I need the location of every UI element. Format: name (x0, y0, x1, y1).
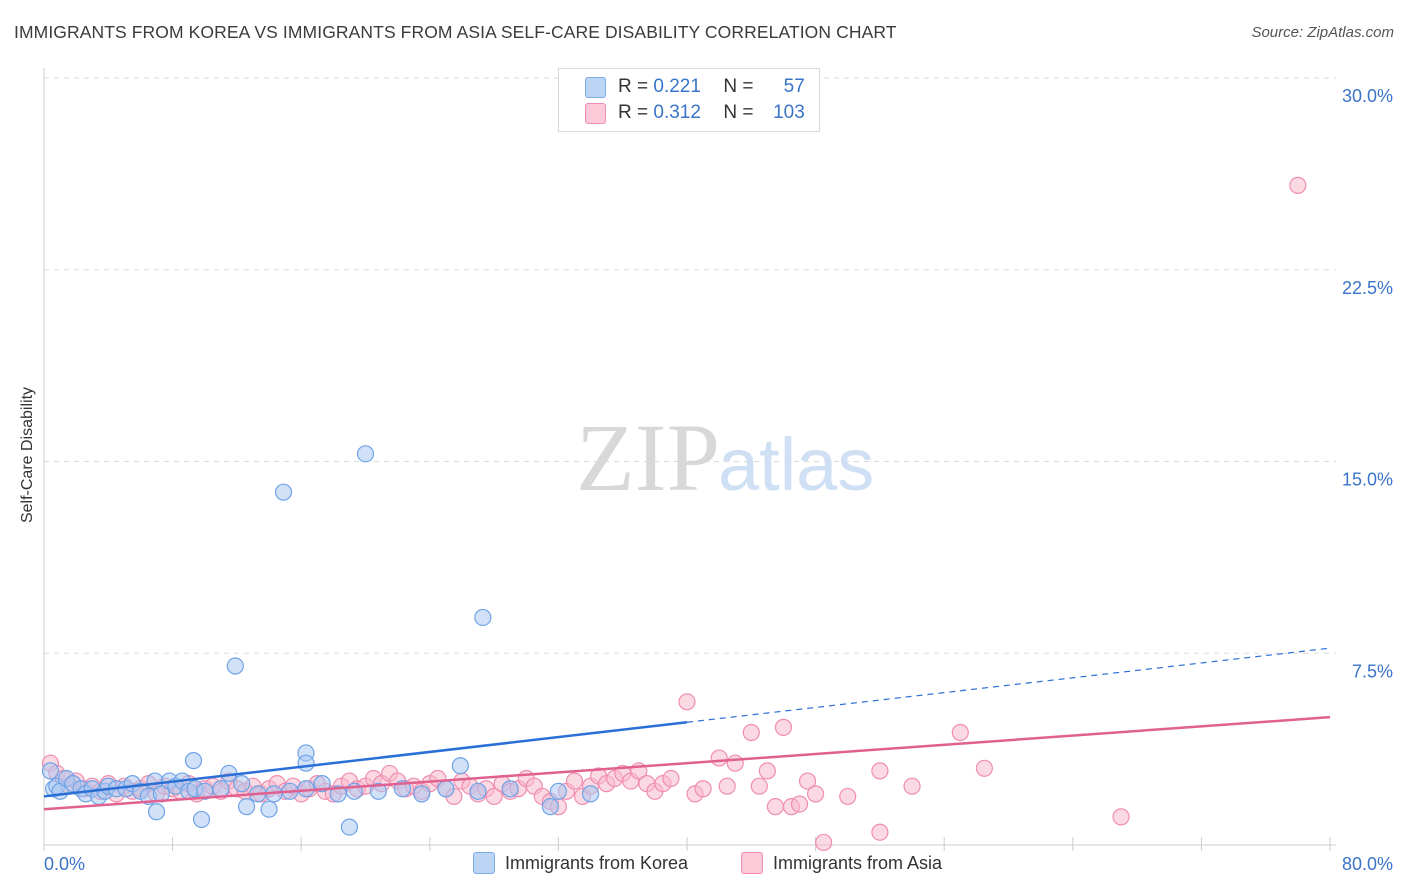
legend-r-label: R = (618, 102, 649, 123)
x-tick-labels: 0.0% 80.0% (44, 854, 1393, 874)
asia-point (694, 780, 712, 798)
asia-point (798, 772, 817, 790)
asia-points (41, 176, 1307, 852)
watermark-zip: ZIP (576, 404, 720, 511)
asia-point (815, 833, 833, 852)
series-swatch-asia (741, 852, 763, 874)
korea-point (184, 752, 203, 770)
asia-point (806, 785, 825, 803)
korea-point (469, 782, 487, 800)
korea-point (581, 785, 600, 803)
stats-legend: R = 0.221 N = 57 R = 0.312 N = 103 (558, 68, 820, 132)
chart-title: IMMIGRANTS FROM KOREA VS IMMIGRANTS FROM… (14, 22, 897, 42)
korea-point (41, 762, 60, 780)
asia-point (1289, 176, 1307, 194)
korea-point (226, 657, 244, 675)
korea-point (147, 803, 166, 821)
legend-n-value: 57 (783, 76, 805, 97)
korea-point (541, 798, 559, 816)
korea-point (501, 780, 519, 798)
korea-point (297, 754, 315, 772)
legend-r-label: R = (618, 76, 649, 97)
y-tick-label: 15.0% (1342, 470, 1393, 490)
legend-n-label: N = (723, 102, 754, 123)
korea-point (413, 785, 431, 803)
korea-point (274, 483, 293, 501)
y-tick-labels: 7.5% 15.0% 22.5% 30.0% (1342, 86, 1393, 681)
asia-point (871, 823, 889, 841)
y-tick-label: 7.5% (1352, 661, 1393, 681)
grid-lines (43, 68, 1336, 846)
asia-trend-line (43, 715, 1331, 811)
series-swatch-korea (473, 852, 495, 874)
asia-point (766, 798, 785, 816)
x-tick-marks (43, 837, 1331, 851)
watermark-atlas: atlas (718, 423, 874, 506)
series-legend-korea: Immigrants from Korea (473, 852, 688, 874)
asia-point (710, 749, 728, 767)
korea-point (474, 608, 492, 627)
legend-r-value: 0.312 (653, 102, 701, 123)
asia-point (742, 723, 760, 742)
korea-point (237, 798, 256, 816)
asia-point (726, 754, 744, 772)
x-tick-label-min: 0.0% (44, 854, 85, 874)
legend-row-asia: R = 0.312 N = 103 (585, 100, 805, 126)
asia-point (1112, 808, 1130, 826)
x-tick-label-max: 80.0% (1342, 854, 1393, 874)
asia-point (485, 787, 503, 806)
korea-trend-extension (686, 647, 1331, 723)
asia-point (951, 723, 969, 742)
y-tick-label: 22.5% (1342, 278, 1393, 298)
asia-point (718, 777, 736, 795)
korea-point (192, 810, 211, 829)
korea-point (313, 775, 331, 793)
legend-n-value: 103 (773, 102, 805, 123)
korea-point (260, 800, 278, 818)
series-label-asia: Immigrants from Asia (773, 852, 943, 873)
korea-point (451, 757, 469, 775)
asia-point (790, 795, 809, 813)
korea-points (41, 445, 600, 836)
korea-point (437, 780, 455, 798)
asia-point (871, 762, 889, 780)
asia-point (975, 759, 993, 777)
korea-point (233, 775, 251, 793)
asia-point (774, 718, 793, 736)
legend-swatch-asia (585, 102, 606, 124)
legend-swatch-korea (585, 76, 606, 98)
korea-point (297, 780, 315, 798)
korea-point (369, 782, 387, 800)
series-label-korea: Immigrants from Korea (505, 852, 689, 873)
korea-trend-line (43, 721, 688, 798)
y-tick-label: 30.0% (1342, 86, 1393, 106)
series-legend: Immigrants from Korea Immigrants from As… (0, 852, 1406, 878)
asia-point (839, 787, 857, 806)
asia-point (758, 762, 776, 780)
korea-point (212, 780, 230, 798)
asia-point (678, 693, 696, 711)
korea-point (340, 818, 359, 836)
korea-point (549, 782, 568, 800)
korea-point (356, 445, 375, 463)
trend-lines (43, 647, 1331, 811)
asia-point (662, 769, 680, 788)
series-legend-asia: Immigrants from Asia (741, 852, 942, 874)
legend-n-label: N = (723, 76, 754, 97)
source-label: Source: ZipAtlas.com (1251, 24, 1394, 41)
legend-row-korea: R = 0.221 N = 57 (585, 74, 805, 100)
legend-r-value: 0.221 (653, 76, 701, 97)
asia-point (750, 777, 768, 795)
asia-point (565, 772, 584, 790)
asia-point (903, 777, 921, 795)
